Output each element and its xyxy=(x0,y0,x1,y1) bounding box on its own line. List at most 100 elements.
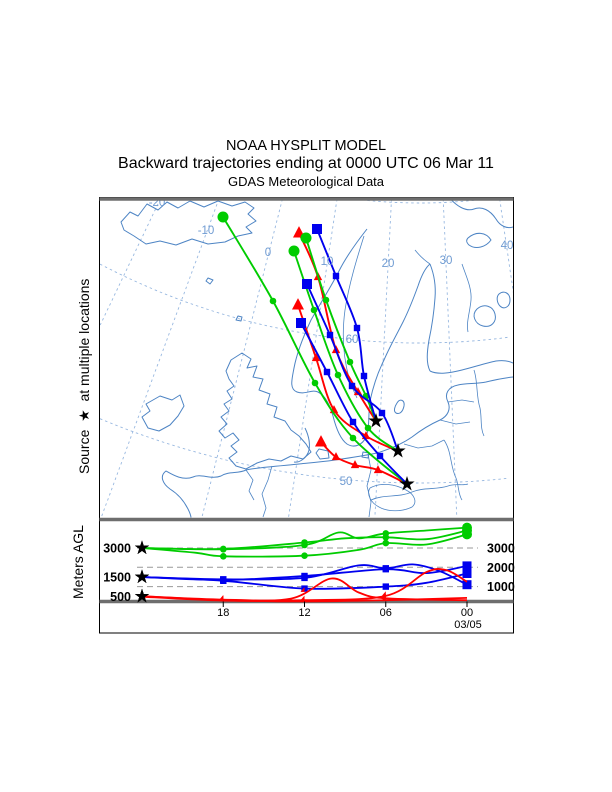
border-path xyxy=(403,439,445,449)
coastline-path xyxy=(235,315,243,322)
coastline-path xyxy=(466,232,492,248)
border-path xyxy=(473,369,485,437)
border-path xyxy=(342,235,365,399)
map-trajectories xyxy=(217,211,408,485)
circle-marker xyxy=(322,296,330,304)
meridian-line xyxy=(374,199,393,518)
map-source-stars xyxy=(368,413,415,491)
profile-triangle-marker xyxy=(300,587,305,592)
profile-square-marker xyxy=(462,561,472,571)
circle-marker xyxy=(334,371,342,379)
square-marker xyxy=(349,418,357,426)
longitude-label: 0 xyxy=(265,247,271,259)
model-title: NOAA HYSPLIT MODEL xyxy=(225,138,387,154)
height-profile-panel xyxy=(134,522,478,603)
coastline-path xyxy=(218,352,312,470)
parallel-line xyxy=(350,199,490,204)
map-graticule xyxy=(100,199,513,518)
triangle-marker xyxy=(331,452,341,461)
longitude-label: 40 xyxy=(501,240,514,252)
border-path xyxy=(443,439,463,501)
coastline-path xyxy=(141,394,185,432)
coastline-path xyxy=(426,263,436,372)
start-height-label: 1500 xyxy=(103,570,131,584)
triangle-marker xyxy=(373,465,383,474)
trajectory-markers-blue-1500-src3 xyxy=(296,318,384,460)
profile-source-star-icon xyxy=(134,540,150,554)
trajectory-blue-1500-src3 xyxy=(300,322,408,485)
latitude-label: 50 xyxy=(340,476,353,488)
triangle-marker xyxy=(353,387,363,396)
border-path xyxy=(461,263,472,333)
x-axis-tick-label: 06 xyxy=(380,607,392,619)
square-marker xyxy=(312,224,322,234)
profile-circle-marker xyxy=(462,522,472,533)
date-label: 03/05 xyxy=(454,619,482,631)
square-marker xyxy=(360,372,368,380)
coastline-path xyxy=(473,305,496,327)
start-height-label: 3000 xyxy=(103,541,131,555)
profile-square-marker xyxy=(462,580,472,590)
profile-triangle-marker xyxy=(219,596,224,601)
coastline-path xyxy=(245,376,513,471)
map-coastline xyxy=(120,199,513,518)
profile-circle-marker xyxy=(382,539,390,547)
right-height-label: 1000 xyxy=(487,580,515,594)
triangle-marker xyxy=(311,353,321,362)
circle-marker xyxy=(217,211,229,223)
profile-line-p-green-2 xyxy=(141,533,468,558)
x-axis-tick-label: 12 xyxy=(298,607,310,619)
meridian-line xyxy=(288,199,338,518)
profile-triangle-marker xyxy=(300,595,305,601)
source-star-icon xyxy=(390,443,406,458)
profile-square-marker xyxy=(382,566,389,573)
square-marker xyxy=(296,318,306,328)
border-path xyxy=(370,483,469,501)
profile-source-star-icon xyxy=(134,569,150,583)
square-marker xyxy=(332,272,340,280)
border-path xyxy=(368,484,416,512)
country-borders xyxy=(245,235,485,518)
square-marker xyxy=(302,279,312,289)
coastline-path xyxy=(291,228,368,447)
profile-circle-marker xyxy=(301,541,308,549)
circle-marker xyxy=(288,245,300,257)
right-height-label: 2000 xyxy=(487,561,515,575)
coastline-path xyxy=(120,200,257,246)
square-marker xyxy=(353,324,361,332)
border-path xyxy=(261,465,273,518)
circle-marker xyxy=(269,297,277,305)
x-axis-tick-label: 00 xyxy=(461,607,473,619)
profile-square-marker xyxy=(220,577,227,584)
trajectory-markers-blue-1500-src1 xyxy=(312,224,368,380)
border-path xyxy=(414,249,431,265)
longitude-label: 10 xyxy=(321,256,334,268)
profile-circle-marker xyxy=(382,530,390,537)
trajectory-markers-red-500-src3 xyxy=(315,435,383,474)
border-path xyxy=(447,399,475,403)
longitude-label: 30 xyxy=(440,255,453,267)
trajectory-markers-green-3000-src3 xyxy=(217,211,357,442)
latitude-label: 60 xyxy=(346,334,359,346)
parallel-line xyxy=(100,418,509,484)
triangle-marker xyxy=(292,298,304,310)
meteo-data-subtitle: GDAS Meteorological Data xyxy=(227,174,385,189)
coastline-path xyxy=(361,451,370,459)
coastline-path xyxy=(161,469,247,518)
coastline-path xyxy=(365,263,431,438)
longitude-label: -10 xyxy=(198,225,215,237)
border-path xyxy=(439,419,471,425)
circle-marker xyxy=(349,434,357,442)
square-marker xyxy=(323,368,331,376)
coastline-path xyxy=(450,199,513,229)
title-block: NOAA HYSPLIT MODEL Backward trajectories… xyxy=(0,138,612,190)
circle-marker xyxy=(364,424,372,432)
longitude-label: 20 xyxy=(382,258,395,270)
profile-circle-marker xyxy=(220,553,227,560)
profile-square-marker xyxy=(382,583,389,590)
border-path xyxy=(366,453,372,518)
profile-circle-marker xyxy=(220,546,227,553)
coastline-path xyxy=(393,399,405,414)
